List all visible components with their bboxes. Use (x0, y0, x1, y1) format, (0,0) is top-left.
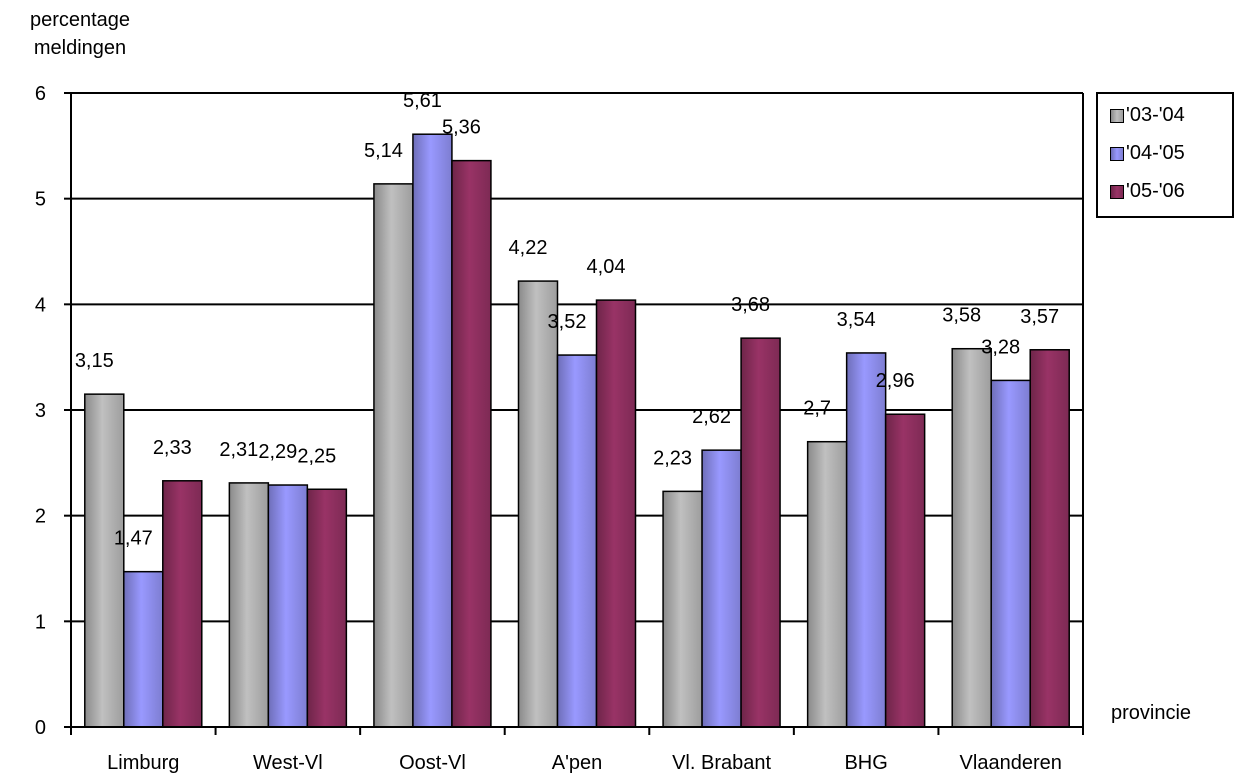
data-label: 3,54 (837, 309, 876, 331)
bar (412, 133, 453, 728)
y-axis-label: percentage meldingen (0, 6, 160, 62)
bar (740, 337, 781, 728)
data-label: 2,62 (692, 406, 731, 428)
y-tick-label: 6 (35, 83, 46, 105)
x-tick-label: BHG (844, 752, 887, 774)
y-tick-label: 3 (35, 400, 46, 422)
y-tick-label: 4 (35, 294, 46, 316)
legend-swatch-0304 (1110, 108, 1124, 123)
data-label: 2,29 (258, 441, 297, 463)
data-label: 1,47 (114, 528, 153, 550)
bar (990, 379, 1031, 728)
legend-swatch-0405 (1110, 146, 1124, 161)
legend: '03-'04 '04-'05 '05-'06 (1096, 92, 1234, 218)
bar (123, 570, 164, 728)
data-label: 3,28 (981, 336, 1020, 358)
y-axis-label-line-1: percentage (29, 9, 131, 31)
x-tick-label: Vl. Brabant (672, 752, 771, 774)
x-tick-label: Vlaanderen (960, 752, 1062, 774)
data-label: 3,15 (75, 350, 114, 372)
legend-label-0304: '03-'04 (1126, 104, 1185, 126)
y-tick-label: 0 (35, 717, 46, 739)
x-tick-label: West-Vl (253, 752, 323, 774)
data-label: 4,22 (509, 237, 548, 259)
bar (556, 354, 598, 728)
legend-item-0506: '05-'06 (1110, 180, 1185, 203)
bar (806, 440, 848, 728)
bar (1029, 349, 1070, 728)
y-axis-label-line-2: meldingen (33, 37, 127, 59)
bar (306, 488, 348, 728)
legend-item-0405: '04-'05 (1110, 142, 1185, 165)
data-label: 5,61 (403, 90, 442, 112)
data-label: 2,31 (219, 439, 258, 461)
legend-label-0506: '05-'06 (1126, 180, 1185, 202)
y-tick-label: 1 (35, 611, 46, 633)
bar (228, 482, 270, 728)
data-label: 5,36 (442, 117, 481, 139)
legend-item-0304: '03-'04 (1110, 104, 1185, 127)
bar (373, 183, 414, 728)
bar (162, 480, 203, 728)
legend-label-0405: '04-'05 (1126, 142, 1185, 164)
bar (84, 393, 125, 728)
data-label: 4,04 (587, 256, 626, 278)
data-label: 3,57 (1020, 306, 1059, 328)
bar (595, 299, 637, 728)
x-tick-label: Oost-Vl (399, 752, 466, 774)
data-label: 5,14 (364, 140, 403, 162)
y-tick-label: 5 (35, 189, 46, 211)
data-label: 3,52 (548, 311, 587, 333)
data-label: 2,25 (297, 445, 336, 467)
data-label: 2,23 (653, 447, 692, 469)
bar (884, 413, 926, 728)
legend-swatch-0506 (1110, 184, 1124, 199)
x-tick-label: A'pen (552, 752, 603, 774)
x-axis-label: provincie (1111, 702, 1192, 724)
bar (517, 280, 559, 728)
data-label: 2,96 (876, 370, 915, 392)
data-label: 2,7 (803, 398, 831, 420)
y-tick-label: 2 (35, 506, 46, 528)
bar (451, 159, 492, 728)
data-label: 3,68 (731, 294, 770, 316)
data-label: 2,33 (153, 437, 192, 459)
bar (951, 347, 992, 728)
bar (267, 484, 309, 728)
x-tick-label: Limburg (107, 752, 179, 774)
data-label: 3,58 (942, 305, 981, 327)
bar (662, 490, 703, 728)
bar (845, 352, 887, 728)
bar (701, 449, 742, 728)
